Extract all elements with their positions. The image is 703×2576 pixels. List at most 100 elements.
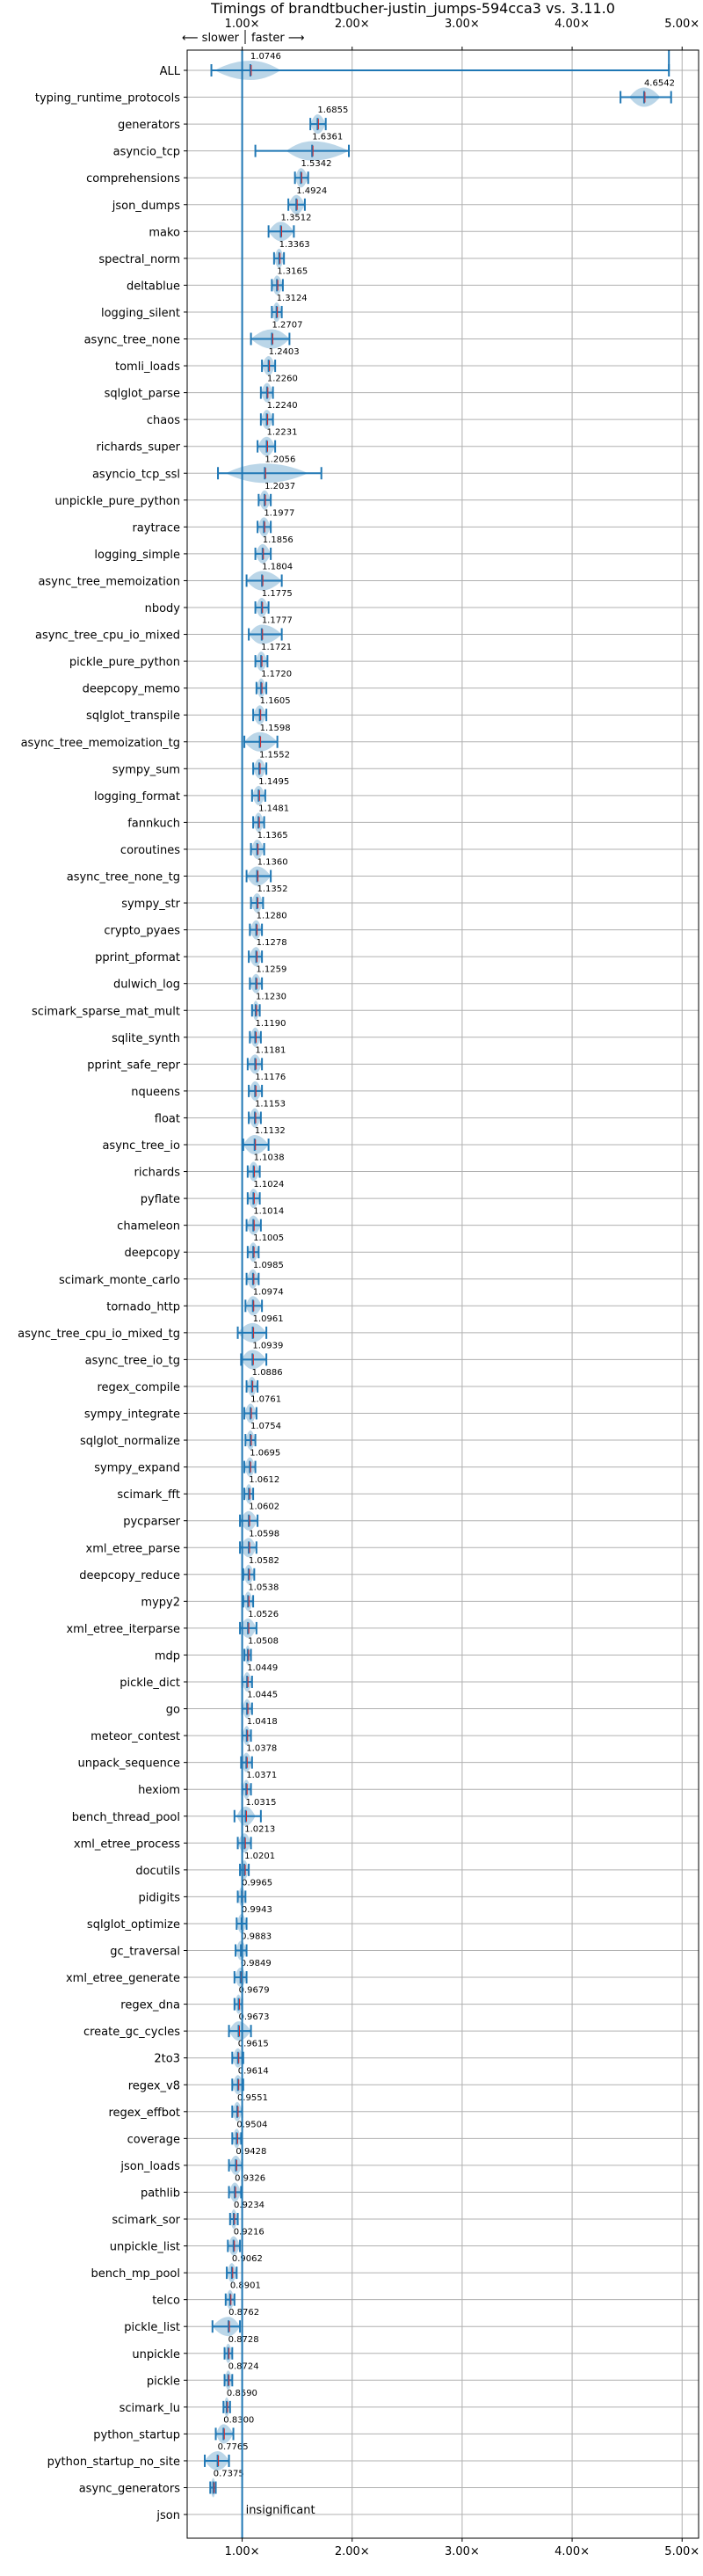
benchmark-mark: 1.1132 xyxy=(242,1126,286,1154)
benchmark-mark: 1.0378 xyxy=(240,1744,277,1772)
benchmark-name-label: richards xyxy=(134,1167,181,1180)
benchmark-mark: 1.0582 xyxy=(242,1556,279,1584)
benchmark-name-label: unpickle xyxy=(132,2348,180,2361)
benchmark-value-label: 1.1481 xyxy=(258,804,289,813)
benchmark-value-label: 1.2231 xyxy=(267,428,298,438)
benchmark-value-label: 1.1721 xyxy=(261,643,292,652)
benchmark-mark: 1.1605 xyxy=(252,696,291,725)
benchmark-name-label: pickle_list xyxy=(124,2321,180,2334)
benchmark-name-label: sympy_integrate xyxy=(84,1408,180,1422)
benchmark-value-label: 1.0213 xyxy=(244,1824,275,1834)
benchmark-value-label: 1.3124 xyxy=(277,294,308,303)
benchmark-mark: 0.9062 xyxy=(226,2254,263,2283)
benchmark-value-label: 1.0526 xyxy=(248,1610,279,1619)
benchmark-value-label: 0.8728 xyxy=(228,2335,259,2345)
benchmark-mark: 1.1777 xyxy=(248,616,293,644)
benchmark-mark: 0.9326 xyxy=(228,2173,265,2202)
benchmark-mark: 1.0612 xyxy=(243,1475,279,1504)
benchmark-mark: 1.0213 xyxy=(236,1824,275,1853)
benchmark-name-label: sympy_sum xyxy=(112,763,180,776)
x-tick-label-top: 2.00× xyxy=(335,18,370,31)
benchmark-mark: 0.7375 xyxy=(209,2470,244,2498)
x-tick-label-top: 5.00× xyxy=(664,18,699,31)
benchmark-value-label: 1.0961 xyxy=(253,1314,284,1324)
benchmark-value-label: 1.0371 xyxy=(246,1771,277,1780)
benchmark-value-label: 0.7765 xyxy=(218,2442,249,2452)
benchmark-mark: 1.1176 xyxy=(248,1073,286,1101)
benchmark-mark: 1.2037 xyxy=(257,482,295,510)
x-tick-label-bottom: 5.00× xyxy=(664,2545,699,2558)
benchmark-mark: 1.0939 xyxy=(240,1341,283,1370)
benchmark-mark: 0.9849 xyxy=(233,1959,272,1988)
benchmark-name-label: generators xyxy=(118,119,180,132)
benchmark-mark: 0.9679 xyxy=(233,1986,270,2014)
benchmark-value-label: 0.9614 xyxy=(238,2066,269,2076)
x-tick-label-bottom: 4.00× xyxy=(554,2545,590,2558)
benchmark-mark: 1.0418 xyxy=(241,1717,278,1746)
benchmark-value-label: 1.0418 xyxy=(247,1717,278,1727)
benchmark-mark: 0.9551 xyxy=(231,2093,268,2121)
benchmark-name-label: scimark_sparse_mat_mult xyxy=(32,1005,180,1018)
benchmark-mark: 1.1481 xyxy=(252,804,289,833)
benchmark-mark: 1.0508 xyxy=(243,1636,279,1665)
benchmark-mark: 1.6361 xyxy=(254,133,350,161)
benchmark-mark: 1.1365 xyxy=(250,831,288,859)
benchmark-name-label: logging_simple xyxy=(94,549,180,562)
benchmark-mark: 1.0538 xyxy=(242,1583,279,1612)
benchmark-value-label: 0.9673 xyxy=(238,2012,269,2022)
benchmark-value-label: 1.1259 xyxy=(256,965,286,975)
x-tick-label-bottom: 2.00× xyxy=(335,2545,370,2558)
benchmark-value-label: 1.0761 xyxy=(250,1395,281,1405)
benchmark-mark: 1.4924 xyxy=(287,186,327,215)
benchmark-value-label: 1.6855 xyxy=(317,106,348,115)
benchmark-mark: 1.1352 xyxy=(250,884,288,913)
benchmark-name-label: python_startup xyxy=(93,2428,180,2441)
benchmark-name-label: sqlglot_normalize xyxy=(80,1435,180,1448)
benchmark-name-label: python_startup_no_site xyxy=(47,2456,180,2469)
benchmark-mark: 1.0449 xyxy=(241,1663,278,1692)
benchmark-value-label: 0.9679 xyxy=(239,1986,270,1996)
benchmark-value-label: 0.9615 xyxy=(238,2040,269,2049)
benchmark-name-label: unpickle_list xyxy=(110,2241,180,2254)
benchmark-name-label: pidigits xyxy=(139,1891,181,1904)
benchmark-name-label: spectral_norm xyxy=(98,253,180,266)
benchmark-name-label: docutils xyxy=(135,1865,180,1878)
benchmark-value-label: 1.0201 xyxy=(244,1852,275,1861)
benchmark-mark: 1.1005 xyxy=(246,1233,284,1263)
benchmark-mark: 1.5342 xyxy=(294,159,331,188)
benchmark-name-label: pathlib xyxy=(141,2187,180,2200)
chart-title: Timings of brandtbucher-justin_jumps-594… xyxy=(210,0,615,18)
plot-area-frame xyxy=(186,49,699,2539)
benchmark-name-label: tomli_loads xyxy=(115,360,180,374)
benchmark-name-label: create_gc_cycles xyxy=(83,2026,180,2039)
benchmark-value-label: 1.1777 xyxy=(262,616,293,626)
benchmark-name-label: deepcopy_reduce xyxy=(79,1569,180,1583)
benchmark-name-label: scimark_sor xyxy=(112,2214,180,2227)
benchmark-value-label: 0.9965 xyxy=(242,1878,272,1888)
benchmark-name-label: xml_etree_generate xyxy=(66,1972,180,1985)
x-tick-label-bottom: 1.00× xyxy=(225,2545,260,2558)
benchmark-mark: 1.0201 xyxy=(239,1852,275,1880)
benchmark-value-label: 1.0378 xyxy=(246,1744,277,1754)
benchmark-mark: 1.2240 xyxy=(259,401,298,430)
benchmark-mark: 1.0598 xyxy=(239,1529,279,1558)
benchmark-name-label: deepcopy_memo xyxy=(83,683,180,696)
benchmark-name-label: meteor_contest xyxy=(91,1730,180,1743)
benchmark-name-label: scimark_lu xyxy=(120,2402,180,2415)
benchmark-name-label: chameleon xyxy=(117,1220,180,1233)
benchmark-value-label: 1.1280 xyxy=(257,912,287,921)
benchmark-name-label: typing_runtime_protocols xyxy=(35,92,180,106)
benchmark-name-label: sqlite_synth xyxy=(112,1032,180,1045)
benchmark-name-label: regex_compile xyxy=(97,1381,180,1394)
benchmark-value-label: 1.6361 xyxy=(312,133,343,142)
benchmark-value-label: 0.8300 xyxy=(223,2415,254,2425)
benchmark-name-label: bench_thread_pool xyxy=(72,1811,180,1824)
benchmark-mark: 1.0526 xyxy=(239,1610,279,1638)
benchmark-value-label: 1.1014 xyxy=(253,1207,284,1217)
benchmark-name-label: json_dumps xyxy=(112,200,180,213)
benchmark-name-label: hexiom xyxy=(138,1784,180,1797)
benchmark-value-label: 0.7375 xyxy=(214,2470,244,2479)
benchmark-value-label: 1.2707 xyxy=(272,321,302,331)
benchmark-mark: 0.8300 xyxy=(214,2415,254,2444)
benchmark-value-label: 1.1230 xyxy=(256,992,286,1001)
